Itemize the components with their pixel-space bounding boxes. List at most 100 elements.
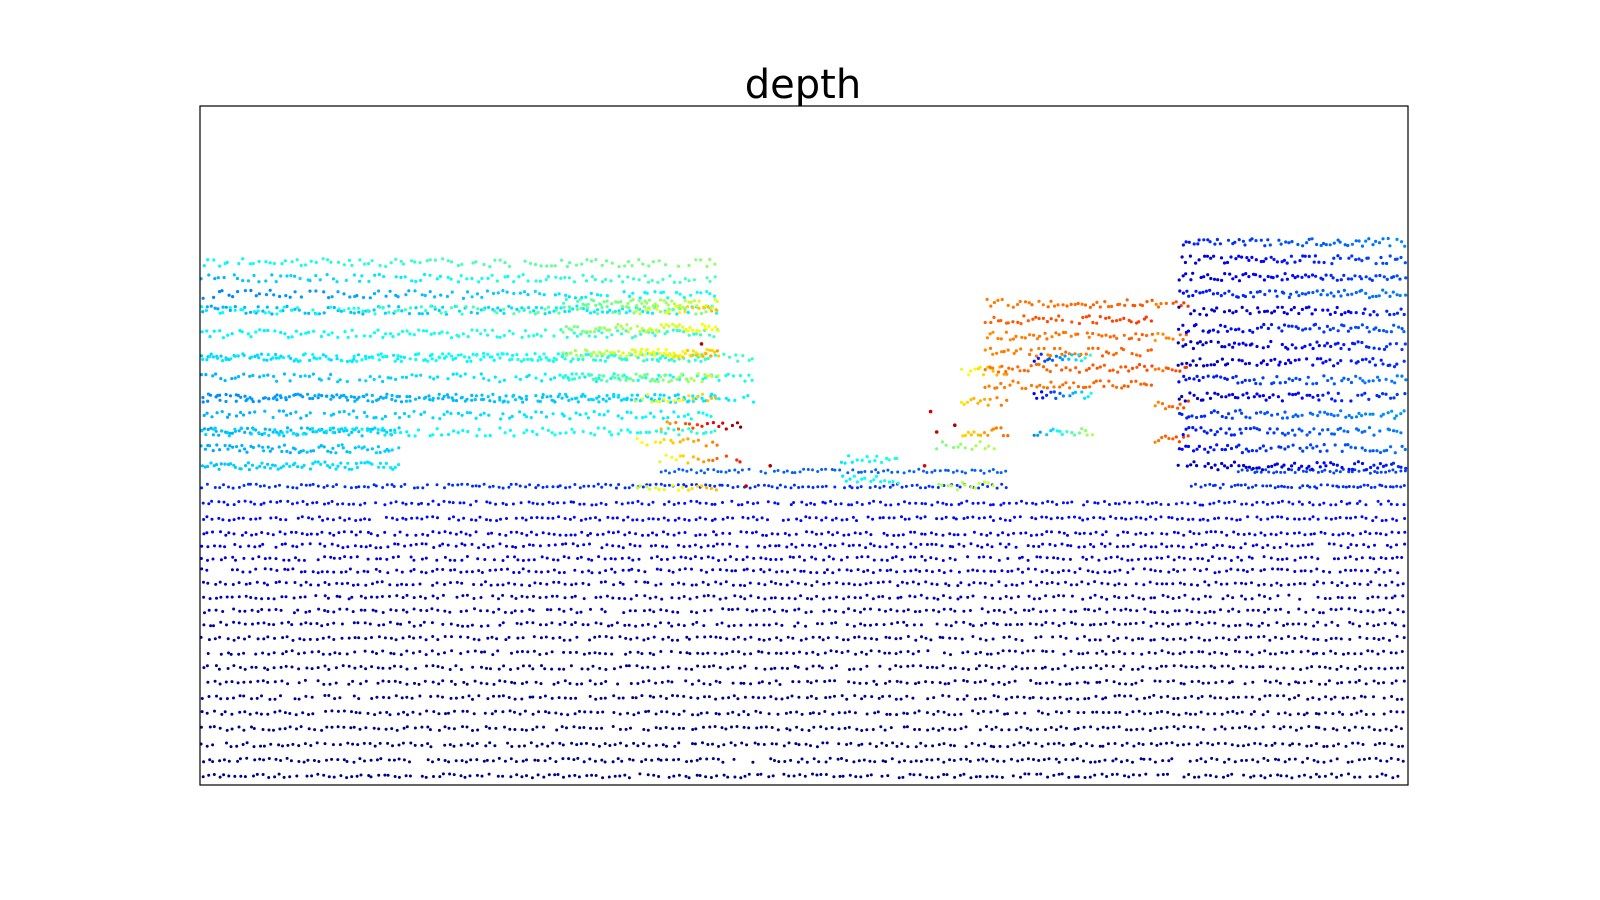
scatter-point (707, 695, 711, 699)
scatter-point (206, 558, 209, 562)
scatter-point (1273, 486, 1277, 490)
scatter-point (1142, 567, 1146, 571)
scatter-point (611, 760, 615, 764)
scatter-point (739, 623, 743, 627)
scatter-point (1167, 759, 1171, 763)
scatter-point (1207, 681, 1211, 685)
scatter-point (207, 638, 211, 642)
scatter-point (505, 544, 508, 548)
scatter-point (280, 679, 284, 683)
scatter-point (766, 518, 769, 522)
scatter-point (485, 758, 489, 762)
scatter-point (429, 745, 433, 749)
scatter-point (250, 463, 255, 467)
scatter-point (1297, 517, 1301, 521)
scatter-point (1096, 727, 1100, 731)
scatter-point (267, 728, 271, 732)
scatter-point (891, 483, 895, 487)
scatter-point (936, 757, 940, 761)
scatter-point (689, 499, 693, 503)
scatter-point (1177, 713, 1181, 717)
scatter-point (562, 555, 566, 559)
scatter-point (443, 486, 446, 490)
scatter-point (251, 557, 255, 561)
scatter-point (623, 597, 627, 601)
scatter-point (199, 373, 204, 377)
scatter-point (375, 758, 379, 762)
scatter-point (753, 741, 757, 745)
scatter-point (472, 375, 476, 379)
scatter-point (1057, 530, 1061, 534)
scatter-point (1312, 758, 1316, 762)
scatter-point (593, 759, 597, 763)
scatter-point (1228, 545, 1232, 549)
scatter-point (256, 621, 260, 625)
scatter-point (687, 637, 691, 641)
scatter-point (512, 571, 516, 574)
scatter-point (332, 570, 336, 574)
scatter-point (295, 501, 299, 505)
scatter-point (390, 448, 394, 452)
scatter-point (498, 532, 502, 536)
scatter-point (1134, 621, 1138, 625)
scatter-point (499, 417, 503, 421)
scatter-point (1389, 502, 1393, 506)
scatter-point (297, 697, 301, 701)
scatter-point (1376, 595, 1380, 599)
scatter-point (234, 414, 239, 418)
scatter-point (200, 697, 204, 700)
scatter-point (466, 430, 470, 434)
scatter-point (549, 394, 553, 398)
scatter-point (979, 650, 982, 654)
scatter-point (1107, 635, 1111, 638)
scatter-point (582, 484, 586, 488)
scatter-point (279, 518, 282, 521)
scatter-point (485, 666, 488, 670)
scatter-point (351, 427, 355, 431)
scatter-point (1403, 469, 1407, 473)
scatter-point (435, 581, 439, 585)
scatter-point (1251, 544, 1255, 548)
scatter-point (1021, 570, 1024, 574)
scatter-point (755, 623, 758, 627)
scatter-point (316, 666, 320, 670)
scatter-point (201, 395, 205, 400)
scatter-point (324, 429, 328, 433)
scatter-point (426, 725, 430, 729)
scatter-point (1282, 666, 1286, 670)
scatter-point (884, 545, 888, 549)
scatter-point (626, 428, 630, 432)
scatter-point (1311, 515, 1315, 519)
scatter-point (1205, 530, 1209, 534)
scatter-point (628, 430, 632, 434)
scatter-point (594, 379, 599, 384)
scatter-point (540, 395, 545, 399)
scatter-point (570, 741, 574, 745)
scatter-point (414, 374, 418, 378)
scatter-points (199, 236, 1408, 780)
scatter-point (288, 451, 292, 455)
scatter-point (582, 760, 586, 764)
scatter-point (1193, 775, 1196, 779)
scatter-point (259, 503, 263, 506)
scatter-point (833, 544, 837, 548)
scatter-point (631, 518, 635, 522)
scatter-point (594, 697, 598, 701)
scatter-point (1382, 608, 1386, 612)
scatter-point (570, 623, 574, 627)
scatter-point (490, 635, 494, 639)
scatter-point (1083, 635, 1086, 638)
scatter-point (1318, 682, 1321, 686)
scatter-point (283, 711, 287, 715)
scatter-point (1315, 486, 1319, 490)
scatter-point (1380, 484, 1384, 488)
scatter-point (1305, 666, 1309, 670)
scatter-point (420, 774, 424, 778)
scatter-point (1311, 696, 1315, 700)
scatter-point (1297, 531, 1301, 535)
scatter-point (328, 682, 332, 686)
scatter-point (1331, 727, 1335, 731)
scatter-point (881, 516, 885, 520)
scatter-point (292, 611, 296, 615)
scatter-point (997, 580, 1001, 584)
